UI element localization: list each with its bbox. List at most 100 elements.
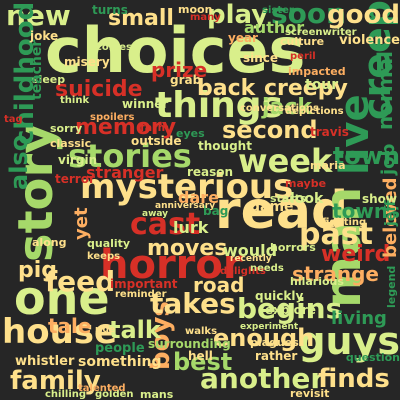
cloud-word: one (14, 271, 110, 325)
cloud-word: horror (100, 242, 243, 288)
cloud-word: joke (30, 29, 59, 43)
cloud-word: maria (310, 159, 346, 172)
cloud-word: culture (280, 35, 325, 48)
cloud-word: plagues (250, 336, 299, 349)
cloud-word: prize (151, 58, 208, 82)
cloud-word: past (299, 217, 373, 252)
cloud-word: comes (96, 42, 132, 53)
cloud-word: enough (213, 324, 315, 352)
cloud-word: things (155, 85, 284, 126)
cloud-word: chilling (45, 389, 87, 400)
cloud-word: keeps (87, 251, 121, 262)
cloud-word: talk (109, 316, 161, 344)
cloud-word: quality (87, 237, 131, 250)
cloud-word: author (244, 18, 305, 37)
cloud-word: dare (178, 188, 219, 207)
cloud-word: feed (45, 265, 116, 298)
cloud-word: read (215, 181, 349, 241)
cloud-word: impacted (288, 65, 346, 78)
cloud-word: tale (48, 314, 92, 338)
cloud-word: peril (290, 51, 316, 62)
cloud-word: teacher (29, 39, 45, 100)
cloud-word: experiment (240, 322, 299, 332)
cloud-word: surrounding (148, 337, 231, 351)
cloud-word: guys (298, 319, 400, 363)
cloud-word: important (110, 277, 178, 291)
cloud-word: along (32, 236, 67, 249)
cloud-word: golden (95, 389, 134, 400)
cloud-word: living (331, 308, 387, 329)
cloud-word: depictions (285, 106, 344, 117)
cloud-word: weird (321, 242, 391, 267)
cloud-word: fighting (322, 217, 367, 228)
cloud-word: terror (55, 172, 95, 186)
cloud-word: outside (131, 134, 182, 148)
cloud-word: would (223, 241, 278, 260)
cloud-word: choices (45, 14, 306, 87)
cloud-word: whistler (15, 354, 75, 369)
cloud-word: family (10, 366, 101, 396)
cloud-word: stories (68, 137, 192, 175)
cloud-word: spoilers (90, 112, 135, 123)
cloud-word: reason (187, 165, 234, 179)
cloud-word: grab (170, 73, 202, 87)
cloud-word: travis (310, 125, 349, 139)
cloud-word: people (95, 341, 145, 356)
cloud-word: finds (318, 364, 390, 394)
cloud-word: small (108, 6, 174, 31)
cloud-word: delights (220, 266, 266, 277)
cloud-word: yet (71, 207, 92, 240)
cloud-word: recently (230, 254, 272, 264)
cloud-word: mans (140, 388, 174, 400)
cloud-word: something (78, 354, 162, 370)
cloud-word: away (142, 209, 169, 219)
cloud-word: towns (332, 199, 400, 223)
cloud-word: look (290, 191, 324, 207)
cloud-word: week (238, 142, 333, 180)
cloud-word: think (60, 95, 90, 106)
cloud-word: legend (385, 265, 398, 308)
cloud-word: moves (147, 236, 228, 261)
cloud-word: back (197, 76, 256, 101)
cloud-word: good (327, 0, 400, 30)
cloud-word: town (332, 142, 400, 170)
cloud-word: quickly (255, 289, 304, 303)
cloud-word: second (222, 116, 318, 144)
cloud-word: winner (122, 97, 169, 111)
cloud-word: begins (237, 292, 343, 325)
cloud-word: thought (198, 139, 252, 153)
cloud-word: anniversary (155, 201, 216, 211)
cloud-word: eyes (176, 127, 205, 140)
cloud-word: year (228, 31, 258, 45)
cloud-word: turns (92, 3, 128, 17)
cloud-word: jeff (383, 200, 399, 226)
cloud-word: tour (305, 77, 339, 93)
cloud-word: explore (265, 303, 316, 317)
cloud-word: stranger (86, 163, 164, 182)
cloud-word: hilarious (290, 275, 344, 288)
cloud-word: cast (130, 207, 201, 242)
cloud-word: new (6, 0, 71, 32)
cloud-word: bag (203, 204, 229, 218)
cloud-word: maybe (285, 177, 327, 190)
cloud-word: screenwriter (285, 27, 357, 38)
cloud-word: revisit (290, 387, 330, 400)
cloud-word: road (193, 273, 245, 297)
cloud-word: takes (150, 287, 236, 320)
cloud-word: house (2, 312, 118, 352)
cloud-word: pig (18, 258, 58, 283)
cloud-word: reminder (115, 289, 167, 300)
cloud-word: classic (50, 137, 92, 150)
cloud-word: needs (250, 263, 284, 274)
cloud-word: many (190, 12, 221, 23)
cloud-word: suicide (55, 77, 143, 102)
cloud-word: job (378, 143, 399, 175)
cloud-word: conversations (240, 103, 319, 114)
cloud-word: another (200, 362, 325, 395)
cloud-word: memory (75, 115, 177, 140)
cloud-word: strange (292, 262, 379, 286)
cloud-word: virgin (58, 153, 98, 167)
cloud-word: rather (255, 349, 298, 363)
cloud-word: hell (188, 349, 213, 363)
